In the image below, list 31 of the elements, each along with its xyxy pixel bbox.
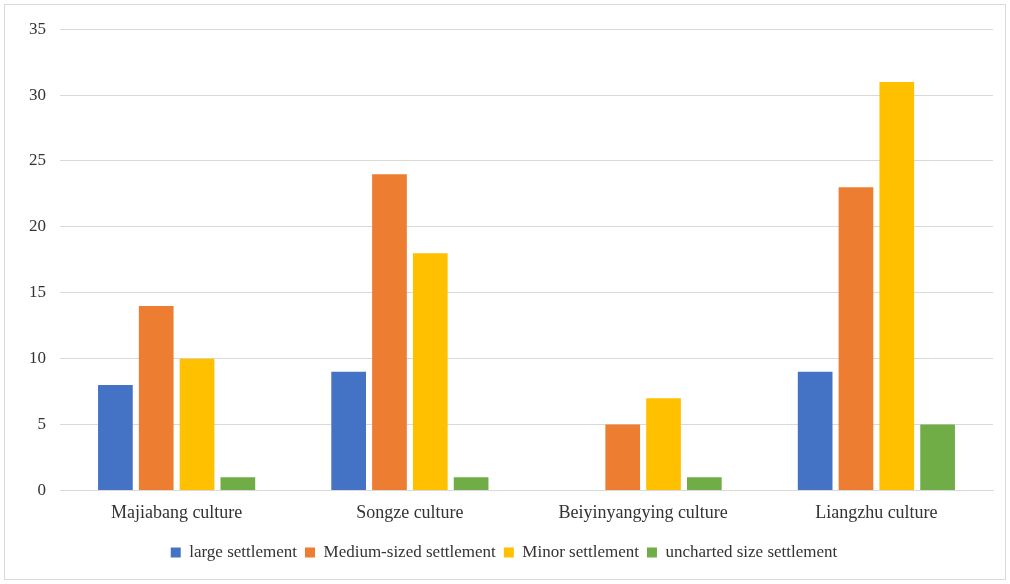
bar — [687, 477, 722, 490]
bar — [453, 477, 489, 490]
y-tick-label: 35 — [29, 18, 46, 38]
bar — [179, 358, 215, 490]
x-tick-label: Songze culture — [356, 501, 464, 522]
bar — [138, 305, 174, 490]
x-tick-label: Majiabang culture — [110, 501, 243, 522]
y-tick-label: 0 — [37, 479, 46, 499]
y-tick-label: 15 — [29, 282, 46, 302]
bar — [797, 371, 833, 490]
bar — [838, 187, 874, 490]
bar — [372, 174, 407, 490]
bar — [412, 253, 448, 490]
bar — [605, 424, 641, 490]
bar — [98, 384, 133, 490]
bar — [920, 424, 955, 490]
bar — [879, 81, 915, 490]
y-tick-label: 30 — [29, 84, 46, 104]
legend-label: large settlement — [189, 541, 298, 561]
bar — [646, 398, 681, 490]
bar — [331, 371, 366, 490]
y-tick-label: 5 — [37, 413, 46, 433]
bar — [220, 477, 256, 490]
legend-label: Medium-sized settlement — [323, 541, 497, 561]
legend-label: uncharted size settlement — [665, 541, 838, 561]
x-tick-label: Liangzhu culture — [815, 501, 938, 522]
legend-label: Minor settlement — [522, 541, 640, 561]
y-tick-label: 25 — [29, 150, 46, 170]
y-tick-label: 10 — [29, 348, 46, 368]
y-tick-label: 20 — [29, 216, 46, 236]
x-tick-label: Beiyinyangying culture — [558, 501, 728, 522]
